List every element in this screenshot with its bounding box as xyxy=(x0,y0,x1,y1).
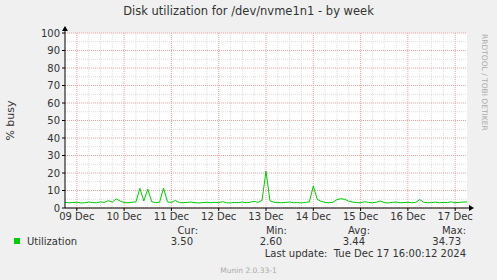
y-tick-label: 40 xyxy=(47,133,60,144)
y-tick-label: 80 xyxy=(47,63,60,74)
x-tick-label: 17 Dec xyxy=(438,211,473,222)
legend-swatch xyxy=(14,238,20,244)
x-tick-label: 10 Dec xyxy=(106,211,141,222)
y-axis xyxy=(65,29,66,208)
stat-value: 2.60 xyxy=(260,236,282,247)
footer: Munin 2.0.33-1 xyxy=(220,266,277,275)
minor-grid xyxy=(372,33,373,208)
plot-area xyxy=(65,33,467,208)
x-axis xyxy=(65,208,471,209)
grid-line xyxy=(218,33,219,208)
x-tick-label: 09 Dec xyxy=(59,211,94,222)
y-tick-label: 100 xyxy=(41,28,60,39)
y-tick-label: 70 xyxy=(47,80,60,91)
series-group xyxy=(65,171,467,203)
stat-header: Max: xyxy=(442,225,466,236)
legend-label: Utilization xyxy=(27,236,77,247)
y-tick-label: 20 xyxy=(47,168,60,179)
grid-line xyxy=(171,33,172,208)
x-tick-label: 13 Dec xyxy=(248,211,283,222)
y-tick-label: 90 xyxy=(47,45,60,56)
x-tick-label: 11 Dec xyxy=(154,211,189,222)
y-axis-label: % busy xyxy=(4,100,17,141)
axis-arrow xyxy=(62,26,68,31)
minor-grid xyxy=(100,33,101,208)
stat-header: Cur: xyxy=(177,225,198,236)
stat-value: 34.73 xyxy=(432,236,461,247)
grid-line xyxy=(360,33,361,208)
grid-line xyxy=(455,33,456,208)
grid-line xyxy=(124,33,125,208)
y-tick-label: 60 xyxy=(47,98,60,109)
grid-line xyxy=(76,33,77,208)
minor-grid xyxy=(242,33,243,208)
grid-line xyxy=(65,120,467,121)
grid-line xyxy=(266,33,267,208)
last-update: Last update: Tue Dec 17 16:00:12 2024 xyxy=(265,248,466,259)
chart: 010203040506070809010009 Dec10 Dec11 Dec… xyxy=(0,0,497,280)
x-tick-label: 16 Dec xyxy=(390,211,425,222)
title: Disk utilization for /dev/nvme1n1 - by w… xyxy=(123,4,374,18)
y-tick-label: 30 xyxy=(47,150,60,161)
x-tick-label: 14 Dec xyxy=(296,211,331,222)
series-line xyxy=(65,171,467,203)
x-tick-label: 12 Dec xyxy=(201,211,236,222)
x-tick-label: 15 Dec xyxy=(343,211,378,222)
stat-value: 3.50 xyxy=(171,236,193,247)
grid-line xyxy=(65,190,467,191)
grid-line xyxy=(407,33,408,208)
background xyxy=(0,0,497,280)
minor-grid xyxy=(88,33,89,208)
minor-grid xyxy=(230,33,231,208)
y-tick-label: 10 xyxy=(47,185,60,196)
stat-header: Avg: xyxy=(348,225,370,236)
stat-header: Min: xyxy=(266,225,287,236)
stat-value: 3.44 xyxy=(343,236,365,247)
y-tick-label: 50 xyxy=(47,115,60,126)
grid-line xyxy=(313,33,314,208)
axis-arrow xyxy=(469,205,474,211)
side-text: RRDTOOL / TOBI OETIKER xyxy=(480,34,489,131)
grid-line xyxy=(65,50,467,51)
